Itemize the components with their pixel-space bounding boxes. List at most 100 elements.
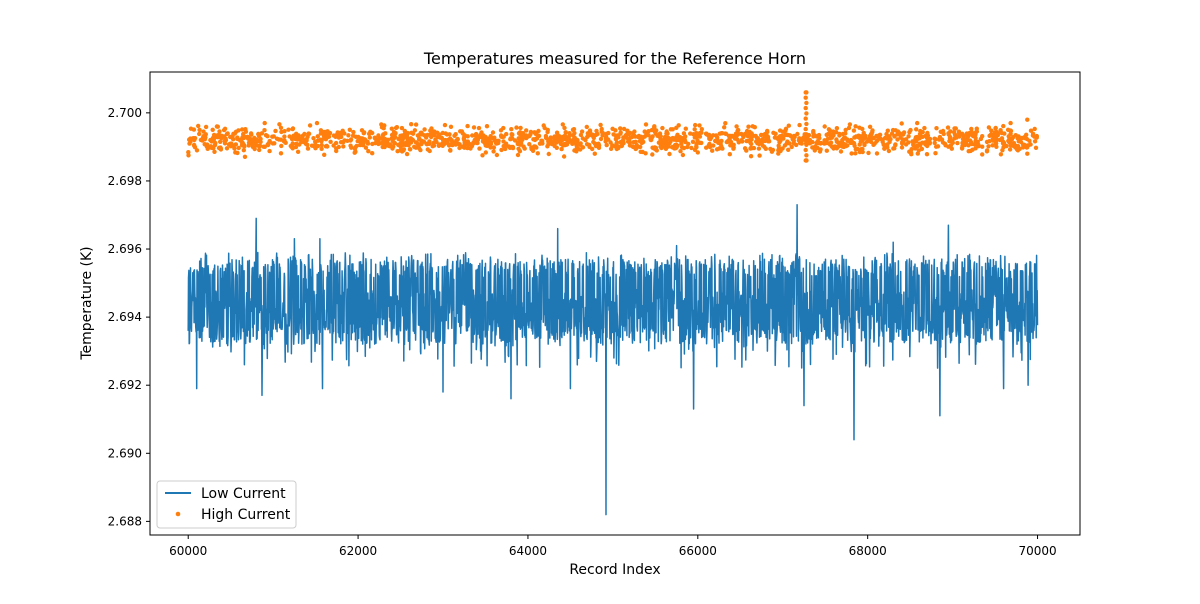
high-current-point [993,141,999,146]
high-current-point [852,135,858,140]
high-current-point [834,126,840,131]
high-current-point [915,120,920,126]
high-current-point [546,151,551,157]
high-current-point [299,140,304,145]
high-current-point [278,151,284,156]
high-current-point [890,127,896,133]
high-current-point [196,123,201,129]
y-tick-label: 2.696 [108,242,142,256]
high-current-point [728,143,733,148]
high-current-point [744,138,749,144]
high-current-point [398,148,403,153]
high-current-point [638,144,643,150]
high-current-point [279,143,284,149]
high-current-point [657,131,663,136]
high-current-point [748,154,754,159]
high-current-point [732,136,738,141]
high-current-point [656,140,662,145]
high-current-point [222,141,228,146]
high-current-point [822,138,827,143]
high-current-point [1025,151,1030,156]
high-current-point [448,124,454,129]
high-current-point [694,134,699,140]
high-current-point [695,150,700,155]
high-current-point [758,132,764,138]
high-current-point [881,142,886,147]
high-current-point [686,141,691,147]
high-current-point [509,127,514,132]
y-axis-label: Temperature (K) [79,246,95,360]
high-current-point [817,149,823,154]
high-current-point [1024,136,1030,142]
high-current-point [834,146,839,151]
high-current-point [531,137,536,142]
high-current-point [667,151,672,157]
high-current-point [642,134,647,139]
high-current-point [631,140,636,145]
legend-label-low-current: Low Current [201,486,286,502]
high-current-point [262,120,267,126]
high-current-point [778,138,783,144]
high-current-point [603,136,609,141]
high-current-point [922,125,927,131]
high-current-point [694,145,699,150]
high-current-point [318,131,324,136]
high-current-point [1023,132,1029,137]
high-current-point [679,145,685,150]
high-current-point [205,142,210,147]
high-current-point [994,144,999,149]
high-current-point [499,134,504,139]
high-current-point [571,127,577,132]
high-current-point [963,137,969,142]
high-current-point [342,131,347,136]
high-current-point [401,135,406,140]
high-current-point [1025,117,1030,122]
high-current-point [598,122,603,128]
high-current-point [197,127,202,133]
high-current-point [462,145,467,150]
high-current-point [516,136,521,141]
high-current-point [584,142,590,147]
legend: Low Current High Current [156,480,297,529]
x-tick-label: 62000 [339,544,377,558]
high-current-point [670,135,675,141]
high-current-point [428,128,433,133]
x-tick-label: 60000 [169,544,207,558]
high-current-point [746,132,752,137]
high-current-point [203,135,208,140]
high-current-point [964,131,969,136]
high-current-point [961,133,966,139]
high-current-point [831,129,836,134]
high-current-point [857,135,862,140]
high-current-point [893,142,898,147]
high-current-point [804,121,809,127]
high-current-point [837,131,842,137]
high-current-point [535,133,541,138]
series-high-current [186,90,1040,163]
high-current-point [516,131,522,136]
legend-label-high-current: High Current [201,507,291,523]
high-current-point [366,149,371,154]
high-current-point [348,138,353,143]
high-current-point [535,151,540,156]
high-current-point [853,151,858,156]
high-current-point [370,130,375,136]
high-current-point [828,140,834,145]
high-current-point [674,137,679,143]
high-current-point [947,138,952,144]
high-current-point [232,146,237,151]
high-current-point [707,132,712,138]
high-current-point [943,143,948,148]
high-current-point [394,125,400,130]
high-current-point [342,138,347,143]
high-current-point [963,141,968,147]
high-current-point [422,127,427,132]
high-current-point [415,133,421,138]
high-current-point [215,124,220,129]
high-current-point [347,127,352,132]
high-current-point [913,135,919,140]
high-current-point [270,141,276,146]
high-current-point [462,140,467,145]
high-current-point [901,131,906,136]
high-current-point [572,130,577,136]
